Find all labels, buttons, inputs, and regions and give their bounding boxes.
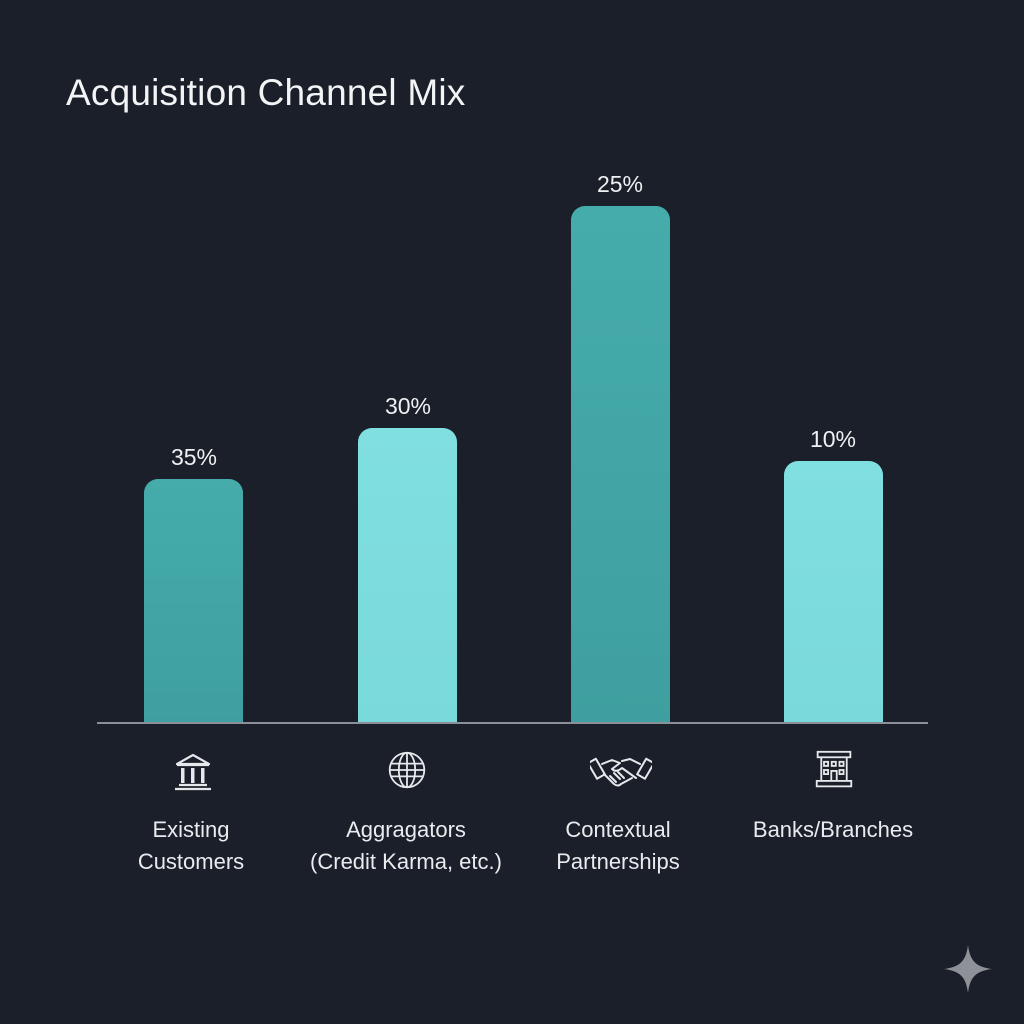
bar-contextual-partnerships [571,206,670,723]
category-label-line: Aggragators [346,817,466,842]
bar-aggregators [358,428,457,723]
value-label: 30% [384,393,432,419]
bar-existing-customers [144,479,243,723]
category-label-existing-customers: Existing Customers [76,814,306,878]
value-label: 25% [596,171,644,197]
chart-title: Acquisition Channel Mix [66,72,466,113]
sparkle-icon [942,943,994,995]
category-label-aggregators: Aggragators (Credit Karma, etc.) [291,814,521,878]
bar-banks-branches [784,461,883,723]
category-label-line: Contextual [565,817,671,842]
category-label-contextual-partnerships: Contextual Partnerships [503,814,733,878]
bank-icon [171,752,215,792]
x-axis-baseline [97,722,928,724]
handshake-icon [587,750,655,790]
value-label: 10% [809,426,857,452]
globe-icon [385,750,429,790]
value-label: 35% [170,444,218,470]
building-icon [812,750,856,790]
category-label-line: (Credit Karma, etc.) [310,849,502,874]
category-label-banks-branches: Banks/Branches [718,814,948,846]
category-label-line: Existing [152,817,230,842]
category-label-line: Banks/Branches [752,817,914,842]
category-label-line: Customers [137,849,245,874]
category-label-line: Partnerships [556,849,680,874]
